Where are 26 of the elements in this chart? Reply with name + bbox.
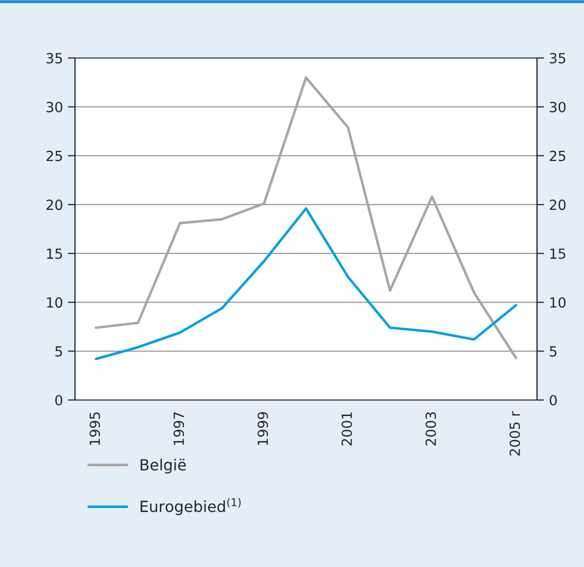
y2-tick-label: 10 <box>550 297 566 308</box>
y2-tick-label: 15 <box>550 248 566 259</box>
y2-tick-label: 0 <box>550 394 557 406</box>
line-series <box>94 207 518 360</box>
y-tick-label: 10 <box>47 297 62 308</box>
x-tick-label: 1997 <box>174 412 184 445</box>
line-series <box>94 76 518 360</box>
x-tick-label: 2005 r <box>510 411 520 456</box>
y2-tick-label: 30 <box>550 102 566 112</box>
y-tick-label: 20 <box>46 200 62 210</box>
y-tick-label: 5 <box>55 346 62 357</box>
y-tick-label: 25 <box>46 150 62 162</box>
y-tick-label: 30 <box>46 102 62 112</box>
y2-tick-label: 5 <box>550 346 556 357</box>
legend-label: België <box>140 458 186 474</box>
x-tick-label: 1999 <box>258 412 268 445</box>
y2-tick-label: 25 <box>550 150 566 162</box>
x-tick-label: 2001 <box>342 412 352 446</box>
x-tick-label: 1995 <box>90 412 100 445</box>
y2-tick-label: 35 <box>550 52 566 64</box>
legend-label: Eurogebied$^{(1)}$ <box>140 498 241 516</box>
y-tick-label: 0 <box>55 394 62 406</box>
y-tick-label: 15 <box>47 248 62 259</box>
y2-tick-label: 20 <box>550 200 566 210</box>
x-tick-label: 2003 <box>426 412 436 446</box>
y-tick-label: 35 <box>46 52 62 64</box>
